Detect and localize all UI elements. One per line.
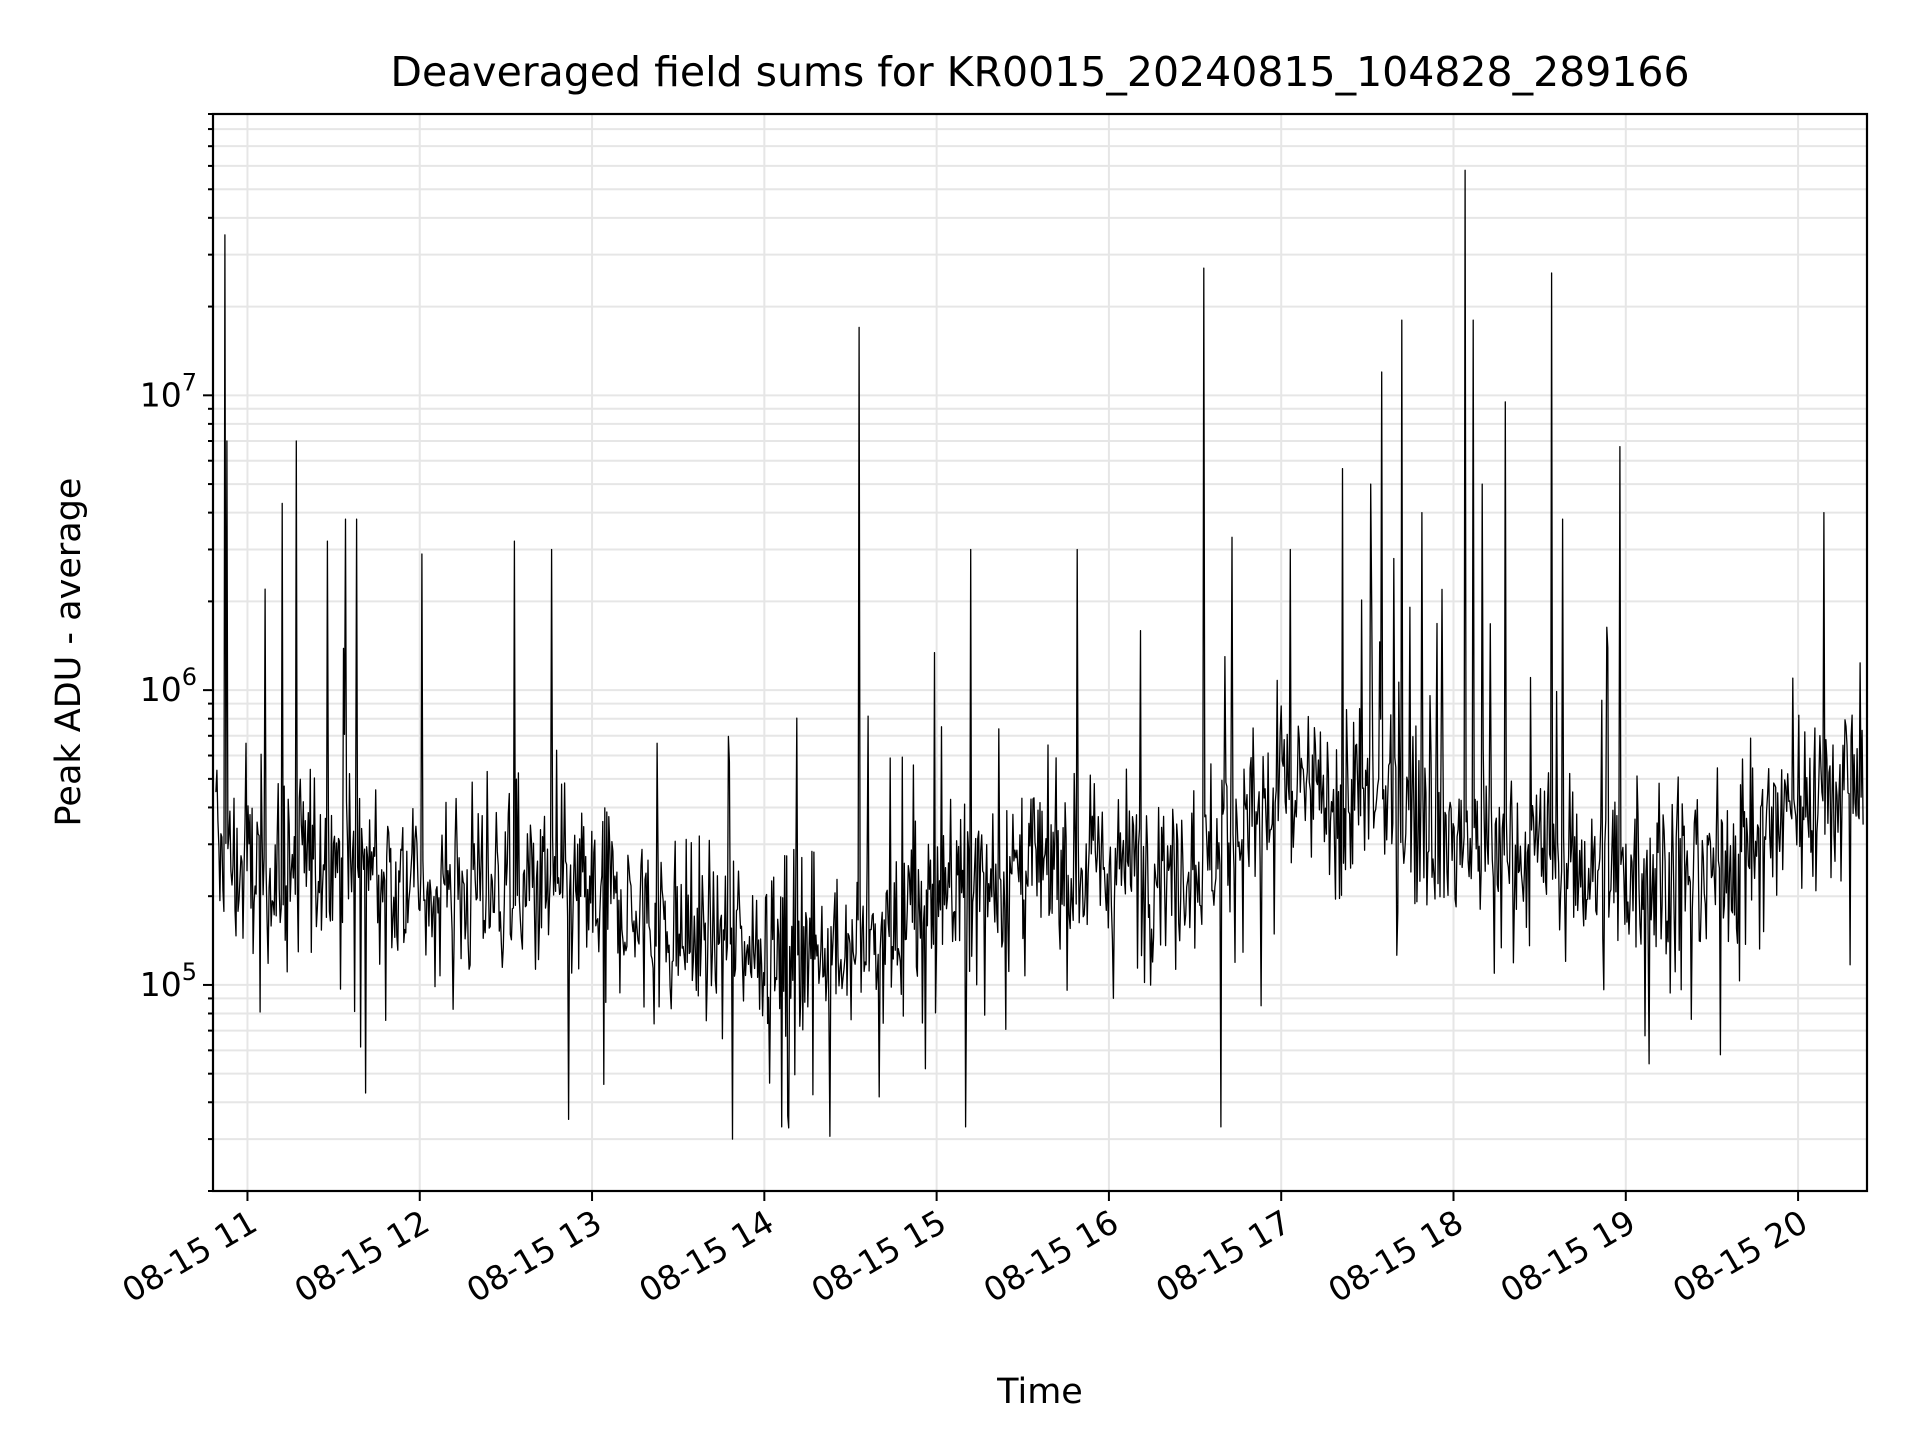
y-tick-label: 106 <box>140 663 197 709</box>
series-layer <box>215 169 1864 1140</box>
x-axis-label: Time <box>996 1372 1083 1412</box>
y-tick-label: 105 <box>140 958 197 1004</box>
plot-area-frame <box>211 112 1869 1193</box>
chart-title: Deaveraged field sums for KR0015_2024081… <box>390 48 1689 96</box>
series-line <box>215 169 1864 1140</box>
y-axis-label: Peak ADU - average <box>49 478 89 827</box>
y-tick-label: 107 <box>140 368 197 414</box>
